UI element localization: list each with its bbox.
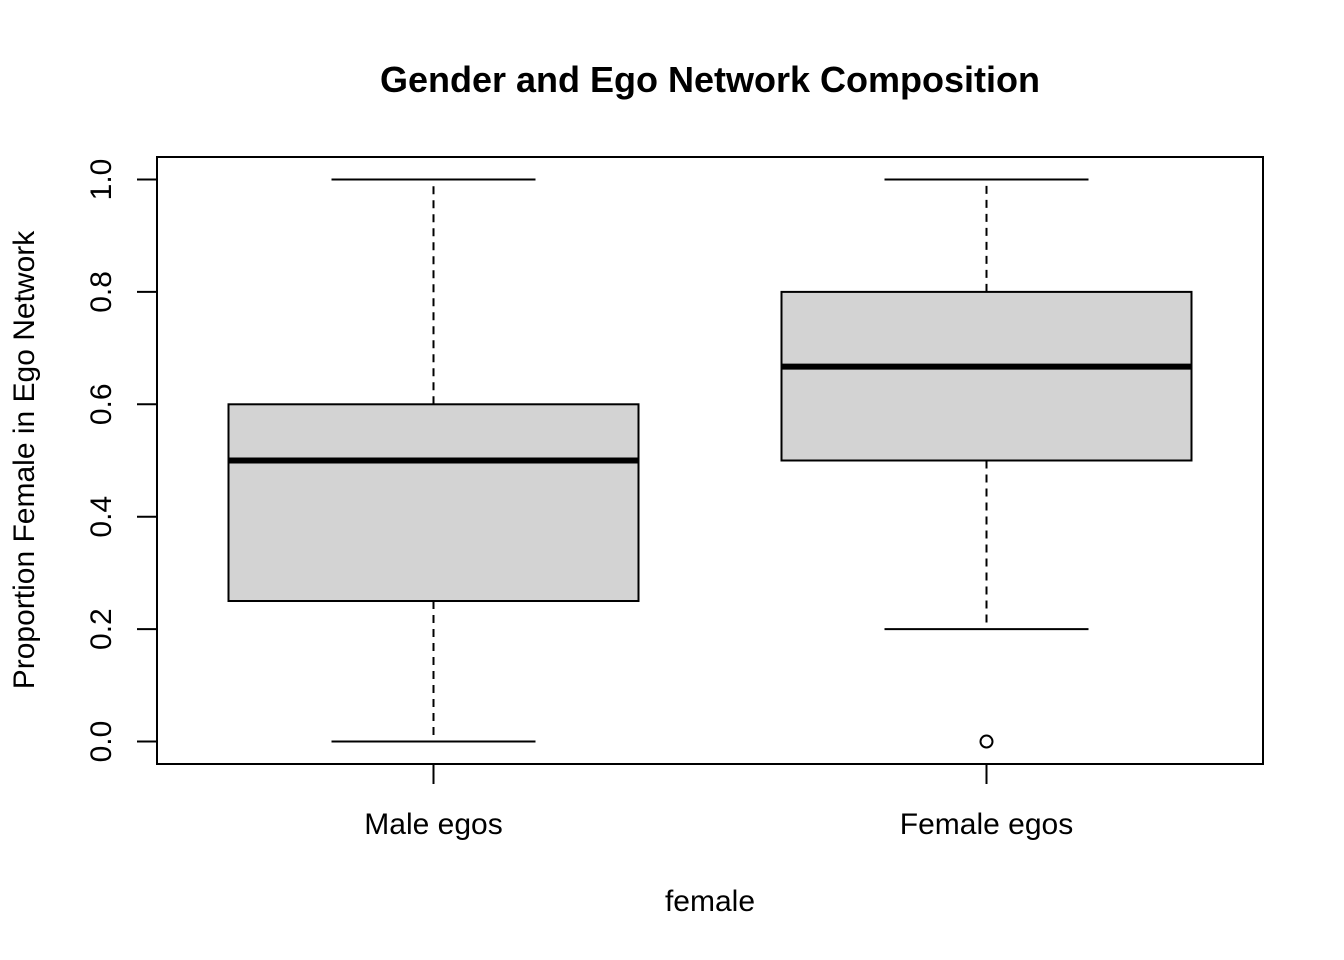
x-axis: Male egos Female egos [364,764,1073,841]
y-tick-label: 1.0 [85,159,118,201]
x-tick-label: Female egos [900,808,1073,841]
box-female-egos [780,178,1193,749]
chart-title: Gender and Ego Network Composition [380,59,1040,100]
outlier-point [979,734,994,749]
box-iqr [227,403,640,603]
y-tick-label: 0.4 [85,496,118,538]
y-tick-label: 0.2 [85,608,118,650]
boxes-layer [227,178,1193,749]
x-tick-label: Male egos [364,808,502,841]
y-tick-label: 0.0 [85,721,118,763]
box-male-egos [227,178,640,743]
box-iqr [780,290,1193,462]
y-axis: 0.0 0.2 0.4 0.6 0.8 1.0 [85,159,158,763]
y-tick-label: 0.6 [85,383,118,425]
y-axis-label: Proportion Female in Ego Network [8,230,41,690]
x-axis-label: female [665,885,755,918]
y-tick-label: 0.8 [85,271,118,313]
